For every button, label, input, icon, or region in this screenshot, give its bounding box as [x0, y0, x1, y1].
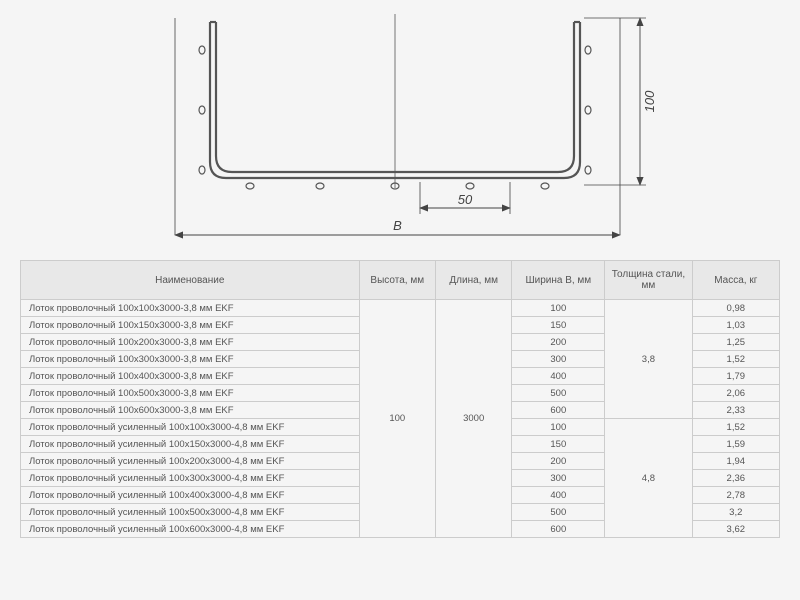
cell-mass: 1,52 — [692, 419, 779, 436]
svg-text:100: 100 — [642, 90, 657, 112]
cell-height: 100 — [359, 300, 435, 538]
cell-mass: 2,36 — [692, 470, 779, 487]
cell-length: 3000 — [435, 300, 511, 538]
cell-width: 150 — [512, 436, 605, 453]
column-header-thickness: Толщина стали, мм — [605, 261, 692, 300]
cell-name: Лоток проволочный 100х600х3000-3,8 мм EK… — [21, 402, 360, 419]
cell-width: 500 — [512, 385, 605, 402]
spec-table: НаименованиеВысота, ммДлина, ммШирина В,… — [20, 260, 780, 538]
cell-name: Лоток проволочный 100х500х3000-3,8 мм EK… — [21, 385, 360, 402]
cell-mass: 1,52 — [692, 351, 779, 368]
cell-mass: 1,03 — [692, 317, 779, 334]
cell-width: 600 — [512, 521, 605, 538]
column-header-length: Длина, мм — [435, 261, 511, 300]
column-header-name: Наименование — [21, 261, 360, 300]
table-header: НаименованиеВысота, ммДлина, ммШирина В,… — [21, 261, 780, 300]
svg-text:B: B — [393, 218, 402, 233]
cell-mass: 1,94 — [692, 453, 779, 470]
cell-name: Лоток проволочный 100х200х3000-3,8 мм EK… — [21, 334, 360, 351]
cell-name: Лоток проволочный 100х100х3000-3,8 мм EK… — [21, 300, 360, 317]
spec-table-container: НаименованиеВысота, ммДлина, ммШирина В,… — [20, 260, 780, 538]
cell-mass: 2,33 — [692, 402, 779, 419]
cell-thickness: 3,8 — [605, 300, 692, 419]
cell-name: Лоток проволочный усиленный 100х300х3000… — [21, 470, 360, 487]
cell-name: Лоток проволочный усиленный 100х500х3000… — [21, 504, 360, 521]
tray-diagram-svg: B 50 100 — [20, 10, 780, 260]
cell-mass: 0,98 — [692, 300, 779, 317]
cell-name: Лоток проволочный усиленный 100х600х3000… — [21, 521, 360, 538]
cell-mass: 3,2 — [692, 504, 779, 521]
cell-width: 500 — [512, 504, 605, 521]
cell-name: Лоток проволочный 100х400х3000-3,8 мм EK… — [21, 368, 360, 385]
cell-width: 300 — [512, 351, 605, 368]
cell-width: 200 — [512, 453, 605, 470]
cell-name: Лоток проволочный 100х150х3000-3,8 мм EK… — [21, 317, 360, 334]
cell-name: Лоток проволочный усиленный 100х400х3000… — [21, 487, 360, 504]
column-header-height: Высота, мм — [359, 261, 435, 300]
technical-drawing: B 50 100 — [20, 10, 780, 260]
cell-mass: 1,25 — [692, 334, 779, 351]
cell-width: 600 — [512, 402, 605, 419]
cell-width: 200 — [512, 334, 605, 351]
table-body: Лоток проволочный 100х100х3000-3,8 мм EK… — [21, 300, 780, 538]
cell-mass: 1,79 — [692, 368, 779, 385]
column-header-mass: Масса, кг — [692, 261, 779, 300]
cell-width: 300 — [512, 470, 605, 487]
table-row: Лоток проволочный 100х100х3000-3,8 мм EK… — [21, 300, 780, 317]
svg-text:50: 50 — [458, 192, 473, 207]
cell-name: Лоток проволочный усиленный 100х100х3000… — [21, 419, 360, 436]
cell-width: 150 — [512, 317, 605, 334]
cell-name: Лоток проволочный усиленный 100х150х3000… — [21, 436, 360, 453]
cell-name: Лоток проволочный усиленный 100х200х3000… — [21, 453, 360, 470]
cell-mass: 1,59 — [692, 436, 779, 453]
cell-mass: 2,78 — [692, 487, 779, 504]
column-header-width: Ширина В, мм — [512, 261, 605, 300]
cell-mass: 2,06 — [692, 385, 779, 402]
cell-width: 400 — [512, 487, 605, 504]
cell-mass: 3,62 — [692, 521, 779, 538]
cell-name: Лоток проволочный 100х300х3000-3,8 мм EK… — [21, 351, 360, 368]
cell-width: 100 — [512, 300, 605, 317]
cell-width: 400 — [512, 368, 605, 385]
cell-width: 100 — [512, 419, 605, 436]
cell-thickness: 4,8 — [605, 419, 692, 538]
